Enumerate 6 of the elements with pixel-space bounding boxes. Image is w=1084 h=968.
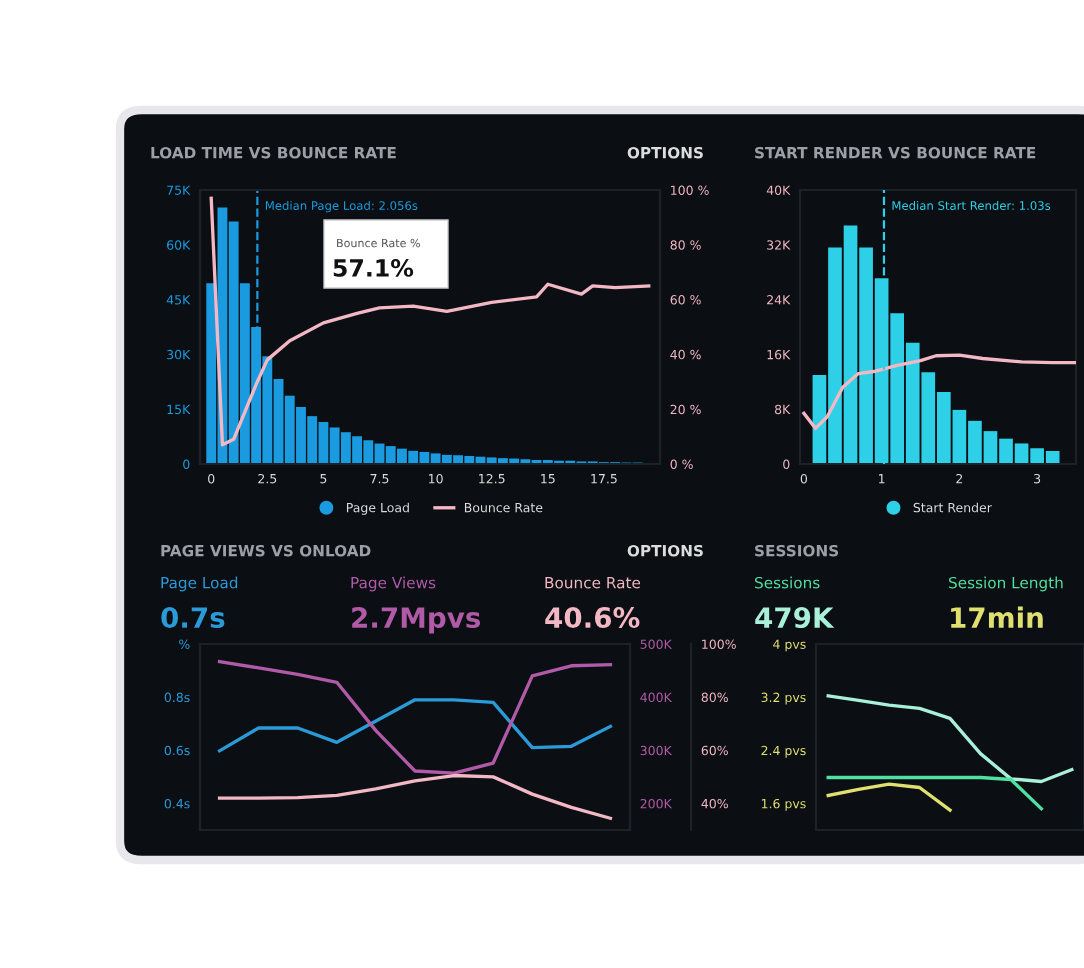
text: 479K [755, 607, 835, 629]
text: 2.7Mpvs [352, 607, 481, 634]
annotation: 57.1% [333, 258, 414, 277]
text: 0.7s [161, 607, 225, 629]
text: 40.6% [545, 607, 640, 629]
text: 17min [951, 606, 1043, 628]
